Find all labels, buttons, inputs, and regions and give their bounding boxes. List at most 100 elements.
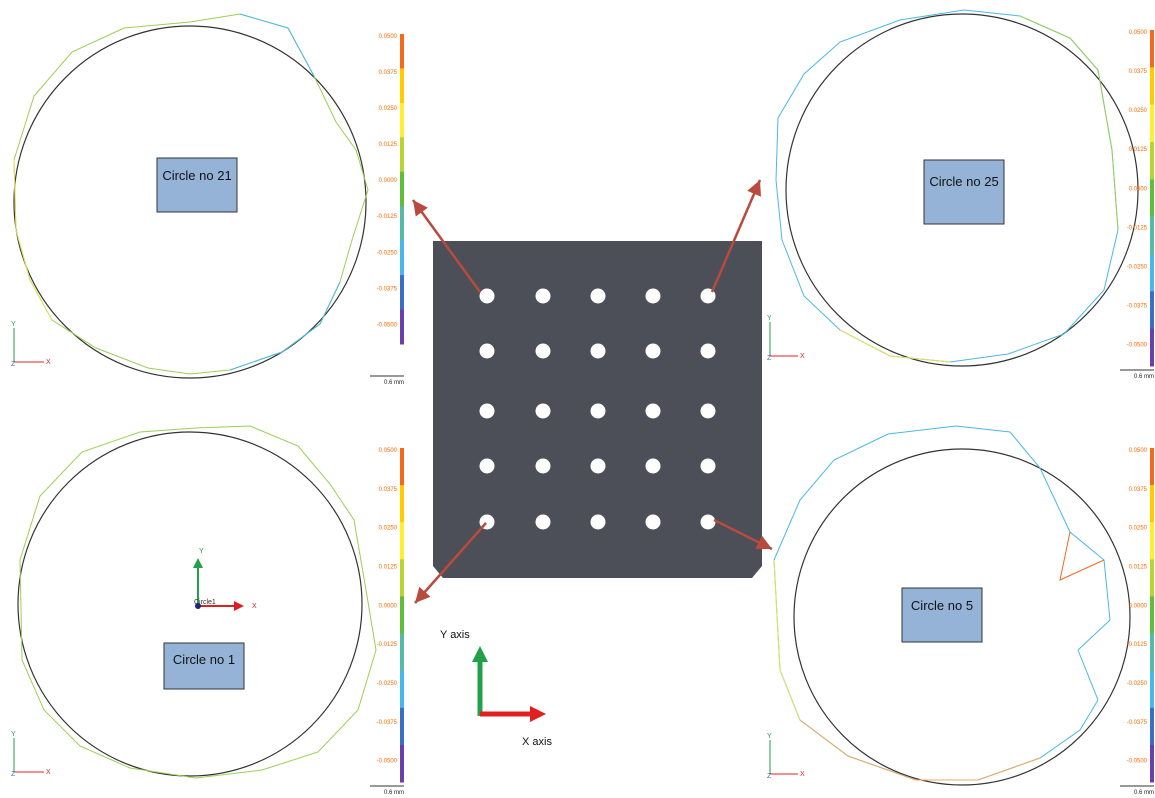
svg-text:Y: Y (199, 548, 204, 555)
mini-axes: Y X Z (11, 731, 51, 778)
scale-segment (1150, 448, 1154, 486)
mini-axes: Y X Z (767, 733, 805, 780)
main-axes: Y axis X axis (440, 629, 552, 748)
scale-segment (1150, 744, 1154, 783)
nominal-circle (17, 431, 363, 777)
scale-tick-label: 0.0125 (1129, 147, 1148, 153)
scale-tick-label: 0.0375 (1129, 69, 1148, 75)
scale-tick-label: -0.0125 (1127, 225, 1148, 231)
scale-segment (1150, 670, 1154, 709)
scale-tick-label: 0.0125 (1129, 565, 1148, 571)
scale-tick-label: -0.0375 (1127, 303, 1148, 309)
scale-tick-label: 0.0125 (379, 142, 398, 148)
scale-segment (1150, 104, 1154, 143)
hole (535, 288, 551, 304)
scale-tick-label: 0.0500 (379, 34, 398, 40)
circle-label-box (923, 159, 1005, 225)
hole (590, 458, 606, 474)
hole (645, 288, 661, 304)
color-scales: 0.0500 0.0375 0.0250 0.0125 0.0000 -0.0125 -0.… (370, 30, 1154, 796)
color-scale: 0.0500 0.0375 0.0250 0.0125 0.0000 -0.0125 -0.… (370, 34, 404, 386)
pointer-arrows (411, 179, 773, 604)
feature-axes: Y X Circle1 (193, 548, 257, 611)
nominal-circle (13, 25, 367, 379)
arrow-to-circle-5 (713, 518, 773, 551)
color-scale: 0.0500 0.0375 0.0250 0.0125 0.0000 -0.0125 -0.… (370, 448, 404, 796)
scale-segment (400, 275, 404, 311)
scale-segment (1150, 559, 1154, 597)
scale-tick-label: 0.0000 (379, 178, 398, 184)
scale-tick-label: -0.0250 (1127, 264, 1148, 270)
scale-tick-label: -0.0375 (377, 720, 398, 726)
scale-segment (1150, 522, 1154, 560)
hole (535, 403, 551, 419)
arrow-to-circle-1 (414, 522, 487, 604)
scale-tick-label: -0.0250 (1127, 681, 1148, 687)
scale-tick-label: -0.0375 (1127, 720, 1148, 726)
svg-text:Y: Y (767, 315, 772, 322)
scale-bar-label: 0.6 mm (384, 380, 404, 386)
scale-segment (400, 707, 404, 746)
scale-segment (1150, 30, 1154, 68)
circle-label-box (163, 642, 245, 690)
scale-segment (400, 448, 404, 486)
scale-tick-label: -0.0500 (1127, 759, 1148, 765)
hole (535, 514, 551, 530)
mini-axes: Y X Z (767, 315, 805, 362)
scale-tick-label: 0.0500 (379, 448, 398, 454)
circle-plot-25: Circle no 25 Y X Z (767, 9, 1139, 367)
plate (433, 241, 762, 578)
svg-text:X: X (252, 603, 257, 610)
hole (535, 458, 551, 474)
scale-tick-label: 0.0000 (1129, 603, 1148, 609)
hole (700, 343, 716, 359)
scale-tick-label: -0.0500 (377, 322, 398, 328)
svg-text:X: X (46, 359, 51, 366)
scale-bar-label: 0.6 mm (384, 790, 404, 796)
circle-label: Circle no 21 (162, 168, 231, 183)
scale-segment (1150, 67, 1154, 106)
svg-text:X: X (800, 771, 805, 778)
scale-segment (400, 522, 404, 560)
scale-segment (400, 633, 404, 672)
svg-text:Z: Z (767, 773, 772, 780)
scale-tick-label: 0.0250 (379, 106, 398, 112)
svg-text:Y: Y (767, 733, 772, 740)
hole-grid (479, 288, 716, 530)
scale-tick-label: -0.0125 (377, 642, 398, 648)
scale-tick-label: 0.0000 (379, 603, 398, 609)
hole (479, 458, 495, 474)
hole (645, 514, 661, 530)
scale-segment (1150, 596, 1154, 635)
hole (590, 288, 606, 304)
scale-segment (400, 206, 404, 242)
scale-segment (400, 34, 404, 69)
scale-segment (1150, 142, 1154, 180)
hole (700, 403, 716, 419)
scale-tick-label: 0.0250 (1129, 108, 1148, 114)
scale-tick-label: 0.0250 (379, 526, 398, 532)
scale-tick-label: 0.0500 (1129, 30, 1148, 36)
measured-profile (19, 425, 377, 779)
y-axis-label: Y axis (440, 629, 470, 641)
scale-tick-label: 0.0375 (1129, 487, 1148, 493)
circle-label-box (901, 587, 983, 643)
hole (700, 288, 716, 304)
scale-segment (1150, 254, 1154, 292)
circle-label: Circle no 25 (929, 174, 998, 189)
scale-segment (400, 309, 404, 345)
scale-segment (400, 485, 404, 523)
color-scale: 0.0500 0.0375 0.0250 0.0125 0.0000 -0.0125 -0.… (1120, 30, 1154, 380)
scale-tick-label: -0.0500 (1127, 343, 1148, 349)
svg-text:Z: Z (767, 355, 772, 362)
hole (479, 343, 495, 359)
measured-profile (13, 13, 369, 375)
hole (590, 514, 606, 530)
svg-text:Z: Z (11, 771, 16, 778)
hole (590, 343, 606, 359)
nominal-circle (785, 13, 1139, 367)
hole (590, 403, 606, 419)
scale-tick-label: 0.0250 (1129, 526, 1148, 532)
scale-bar-label: 0.6 mm (1134, 374, 1154, 380)
hole (700, 514, 716, 530)
